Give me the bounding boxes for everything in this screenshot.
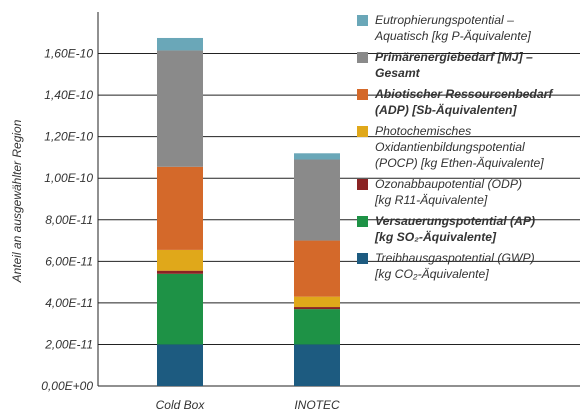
legend-label-line: Photochemisches [375,124,472,138]
legend-label-line: [kg SO₂-Äquivalente] [375,230,497,244]
y-tick-label: 6,00E-11 [45,254,93,268]
legend-label: Ozonabbaupotential (ODP) [kg R11-Äquivale… [375,176,582,208]
y-tick-label: 1,00E-10 [44,171,93,185]
legend-label: Primärenergiebedarf [MJ] – Gesamt [375,49,582,81]
bar-segment-inotec-6 [294,153,340,160]
legend-label-line: Oxidantienbildungspotential [375,140,525,154]
legend-label: Treibhausgaspotential (GWP) [kg CO₂-Äquiv… [375,250,582,282]
legend-label-line: (POCP) [kg Ethen-Äquivalente] [375,156,544,170]
legend-item: Eutrophierungspotential – Aquatisch [kg P… [357,12,582,44]
y-axis-label: Anteil an ausgewählter Region [10,119,24,283]
legend-item: Versauerungspotential (AP) [kg SO₂-Äquiva… [357,213,582,245]
x-category-label: Cold Box [156,398,206,412]
legend-label: Eutrophierungspotential – Aquatisch [kg P… [375,12,582,44]
bar-segment-inotec-2 [294,307,340,310]
legend-swatch [357,89,368,100]
bar-segment-inotec-3 [294,296,340,308]
bar-segment-inotec-5 [294,159,340,241]
legend-swatch [357,15,368,26]
legend-label-line: Treibhausgaspotential (GWP) [375,251,535,265]
y-tick-label: 1,60E-10 [44,47,93,61]
y-tick-label: 0,00E+00 [41,379,93,393]
bar-segment-cold-box-6 [157,37,203,51]
bar-segment-cold-box-1 [157,273,203,345]
y-tick-label: 1,40E-10 [44,88,93,102]
legend-item: Abiotischer Ressourcenbedarf (ADP) [Sb-Äq… [357,86,582,118]
legend-label-line: Ozonabbaupotential (ODP) [375,177,523,191]
legend-label-line: Versauerungspotential (AP) [375,214,536,228]
legend-label: Versauerungspotential (AP) [kg SO₂-Äquiva… [375,213,582,245]
legend-label-line: Primärenergiebedarf [MJ] – [375,50,533,64]
bar-segment-cold-box-5 [157,50,203,167]
legend-label-line: Gesamt [375,66,420,80]
legend-label: Photochemisches Oxidantienbildungspotenti… [375,123,582,171]
legend-swatch [357,52,368,63]
bar-segment-cold-box-0 [157,344,203,386]
bar-segment-inotec-0 [294,344,340,386]
bar-segment-inotec-4 [294,240,340,297]
legend-label-line: Abiotischer Ressourcenbedarf [375,87,553,101]
bar-segment-inotec-1 [294,309,340,345]
legend-swatch [357,126,368,137]
y-tick-label: 8,00E-11 [45,213,93,227]
legend-label: Abiotischer Ressourcenbedarf (ADP) [Sb-Äq… [375,86,582,118]
bar-segment-cold-box-2 [157,270,203,274]
x-category-label: INOTEC [294,398,340,412]
bar-segment-cold-box-4 [157,166,203,250]
legend-item: Photochemisches Oxidantienbildungspotenti… [357,123,582,171]
chart-legend: Eutrophierungspotential – Aquatisch [kg P… [357,12,582,287]
legend-swatch [357,216,368,227]
legend-label-line: [kg R11-Äquivalente] [375,193,488,207]
legend-item: Ozonabbaupotential (ODP) [kg R11-Äquivale… [357,176,582,208]
legend-label-line: Eutrophierungspotential – [375,13,514,27]
y-tick-label: 4,00E-11 [45,296,93,310]
legend-item: Primärenergiebedarf [MJ] – Gesamt [357,49,582,81]
legend-item: Treibhausgaspotential (GWP) [kg CO₂-Äquiv… [357,250,582,282]
y-tick-label: 1,20E-10 [44,130,93,144]
bar-segment-cold-box-3 [157,249,203,271]
legend-label-line: (ADP) [Sb-Äquivalenten] [375,103,517,117]
legend-label-line: Aquatisch [kg P-Äquivalente] [375,29,531,43]
legend-label-line: [kg CO₂-Äquivalente] [375,267,489,281]
legend-swatch [357,179,368,190]
y-tick-label: 2,00E-11 [44,337,93,351]
legend-swatch [357,253,368,264]
